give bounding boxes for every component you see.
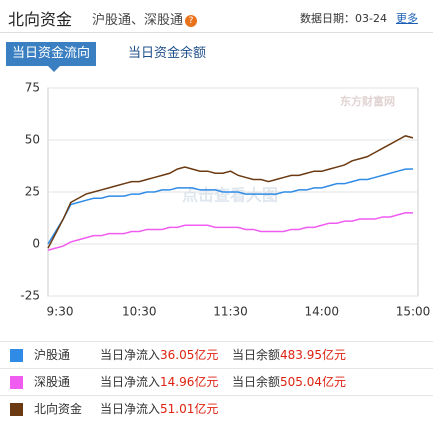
- balance-value: 505.04亿元: [280, 375, 346, 389]
- x-tick-label: 10:30: [122, 305, 157, 319]
- subtitle-text: 沪股通、深股通: [92, 13, 184, 28]
- legend-row: 沪股通 当日净流入 36.05亿元 当日余额 483.95亿元: [0, 341, 433, 369]
- y-tick-label: 0: [32, 237, 40, 251]
- y-tick-label: -25: [20, 289, 40, 303]
- y-tick-label: 25: [25, 185, 40, 199]
- series-line: [47, 168, 414, 245]
- help-icon[interactable]: ?: [185, 15, 198, 27]
- legend-row: 深股通 当日净流入 14.96亿元 当日余额 505.04亿元: [0, 368, 433, 396]
- net-value: 36.05亿元: [160, 348, 219, 362]
- series-line: [47, 135, 414, 249]
- legend-label: 深股通: [34, 375, 71, 389]
- tab[interactable]: 当日资金余额: [128, 46, 207, 61]
- net-value: 14.96亿元: [160, 375, 219, 389]
- x-tick-label: 14:00: [304, 305, 339, 319]
- legend-label: 沪股通: [34, 348, 71, 362]
- net-label: 当日净流入: [100, 402, 161, 416]
- legend-swatch: [10, 349, 23, 362]
- y-tick-label: 75: [25, 81, 40, 95]
- series-line: [47, 212, 414, 251]
- legend-row: 北向资金 当日净流入 51.01亿元: [0, 395, 433, 423]
- subtitle: 沪股通、深股通?: [92, 9, 198, 28]
- more-link[interactable]: 更多: [396, 12, 418, 25]
- header: 北向资金 沪股通、深股通? 数据日期：03-24 更多: [0, 0, 433, 33]
- balance-label: 当日余额: [232, 348, 281, 362]
- net-label: 当日净流入: [100, 348, 161, 362]
- date: 数据日期：03-24: [300, 12, 387, 25]
- net-value: 51.01亿元: [160, 402, 219, 416]
- legend-swatch: [10, 403, 23, 416]
- x-tick-label: 15:00: [396, 305, 431, 319]
- title: 北向资金: [8, 10, 73, 29]
- y-tick-label: 50: [25, 133, 40, 147]
- x-tick-label: 9:30: [47, 305, 74, 319]
- x-tick-label: 11:30: [213, 305, 248, 319]
- balance-value: 483.95亿元: [280, 348, 346, 362]
- legend-label: 北向资金: [34, 402, 83, 416]
- balance-label: 当日余额: [232, 375, 281, 389]
- watermark: 东方财富网: [340, 94, 395, 108]
- legend-swatch: [10, 376, 23, 389]
- tab[interactable]: 当日资金流向: [6, 42, 97, 72]
- net-label: 当日净流入: [100, 375, 161, 389]
